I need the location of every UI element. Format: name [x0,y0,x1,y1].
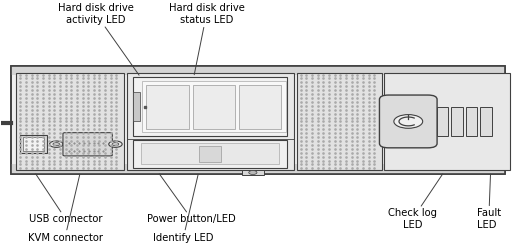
Bar [11,164,505,174]
Text: Hard disk drive
status LED: Hard disk drive status LED [169,3,245,75]
Bar [466,107,477,136]
Bar [147,85,188,129]
Bar [142,81,286,132]
Bar [127,73,294,170]
Bar [20,135,47,153]
Bar [11,66,505,174]
Text: KVM connector: KVM connector [27,174,103,243]
Circle shape [53,143,60,146]
Bar [199,146,221,162]
Circle shape [109,141,122,147]
Bar [16,73,124,170]
Circle shape [249,171,257,175]
Bar [297,73,381,170]
Circle shape [50,141,63,147]
Text: Hard disk drive
activity LED: Hard disk drive activity LED [58,3,139,75]
Bar [239,85,281,129]
Text: USB connector: USB connector [29,174,103,224]
FancyBboxPatch shape [379,95,437,148]
Bar [384,73,510,170]
Circle shape [394,115,423,128]
Bar [141,143,279,164]
Bar [437,107,448,136]
Bar [23,137,44,151]
Bar [192,85,235,129]
Bar [11,66,505,75]
Bar [452,107,463,136]
Text: Power button/LED: Power button/LED [148,174,236,224]
Bar [134,92,140,122]
Bar [134,77,287,136]
Circle shape [112,143,119,146]
Text: Identify LED: Identify LED [153,174,214,243]
Bar [480,107,492,136]
Bar [11,66,505,174]
FancyBboxPatch shape [63,133,112,156]
Text: Fault
LED: Fault LED [477,174,501,230]
Text: Check log
LED: Check log LED [388,174,443,230]
Bar [241,170,264,175]
Bar [134,140,287,168]
